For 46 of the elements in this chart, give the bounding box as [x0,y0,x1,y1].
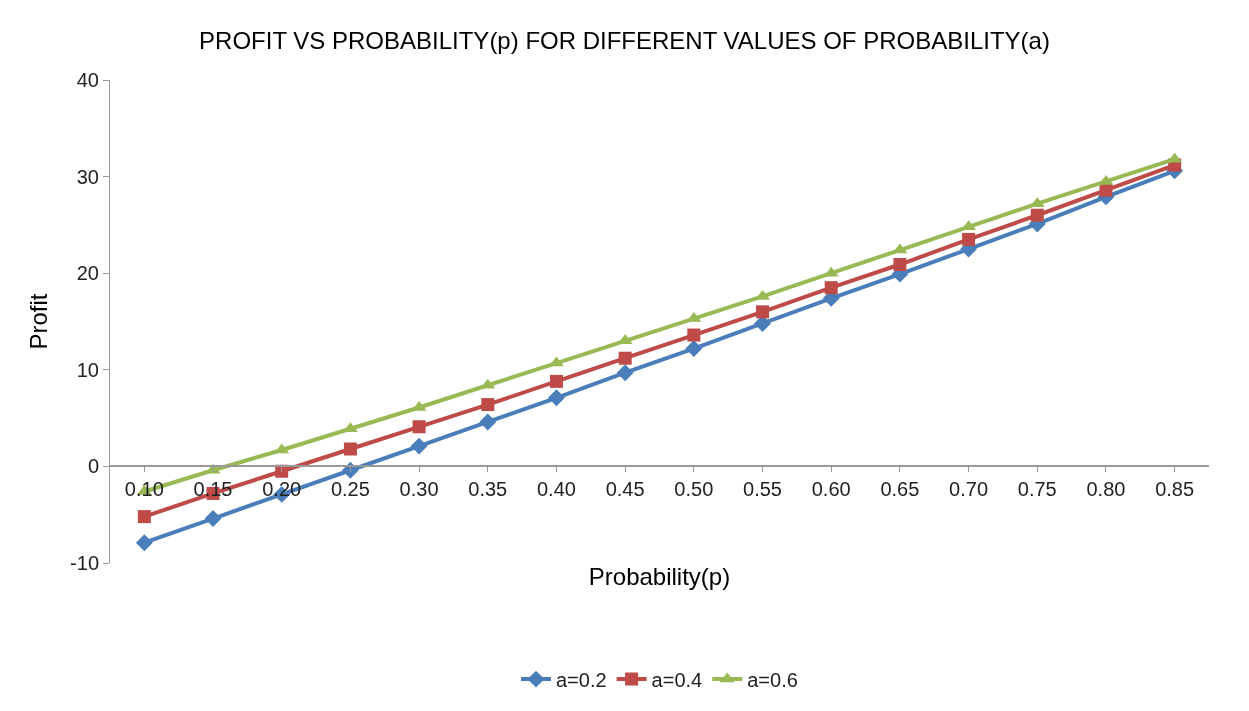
y-tick-label: 30 [76,165,99,188]
point [204,510,222,528]
point [685,340,703,357]
point [1099,183,1113,197]
legend-label: a=0.2 [556,668,607,691]
point [824,281,838,295]
point [343,442,357,456]
x-tick-label: 0.65 [880,478,920,501]
point [756,305,770,319]
x-tick-label: 0.75 [1017,478,1057,501]
point [962,232,976,246]
point [687,328,701,342]
point [135,534,153,552]
x-tick-label: 0.35 [468,478,508,501]
y-tick-label: -10 [70,552,99,574]
point [548,389,565,407]
legend-label: a=0.6 [747,668,798,691]
point [412,420,426,434]
x-tick-label: 0.55 [743,478,782,501]
y-axis-title: Profit [25,293,53,350]
point [341,461,359,479]
point [549,374,563,388]
chart-title: PROFIT VS PROBABILITY(p) FOR DIFFERENT VALUES OF PROBABILITY(a) [199,26,1050,54]
x-tick-label: 0.40 [537,478,576,501]
x-tick-label: 0.25 [330,478,370,501]
point [137,510,151,524]
point [410,437,428,455]
x-tick-label: 0.45 [605,478,645,501]
x-tick-label: 0.30 [399,478,439,501]
y-tick-label: 10 [76,358,99,381]
point [1030,208,1044,222]
x-tick-label: 0.50 [674,478,714,501]
point [616,364,634,382]
point [618,351,632,365]
x-axis-title: Probability(p) [588,563,731,591]
point [481,398,495,412]
point [893,258,907,272]
x-tick-label: 0.70 [949,478,989,501]
y-tick-label: 0 [87,455,99,478]
point [479,413,497,431]
y-tick-label: 20 [76,262,99,285]
y-tick-label: 40 [76,69,99,91]
x-tick-label: 0.60 [811,478,851,501]
x-tick-label: 0.85 [1155,478,1195,501]
x-tick-label: 0.80 [1086,478,1126,501]
legend-label: a=0.4 [651,668,703,691]
